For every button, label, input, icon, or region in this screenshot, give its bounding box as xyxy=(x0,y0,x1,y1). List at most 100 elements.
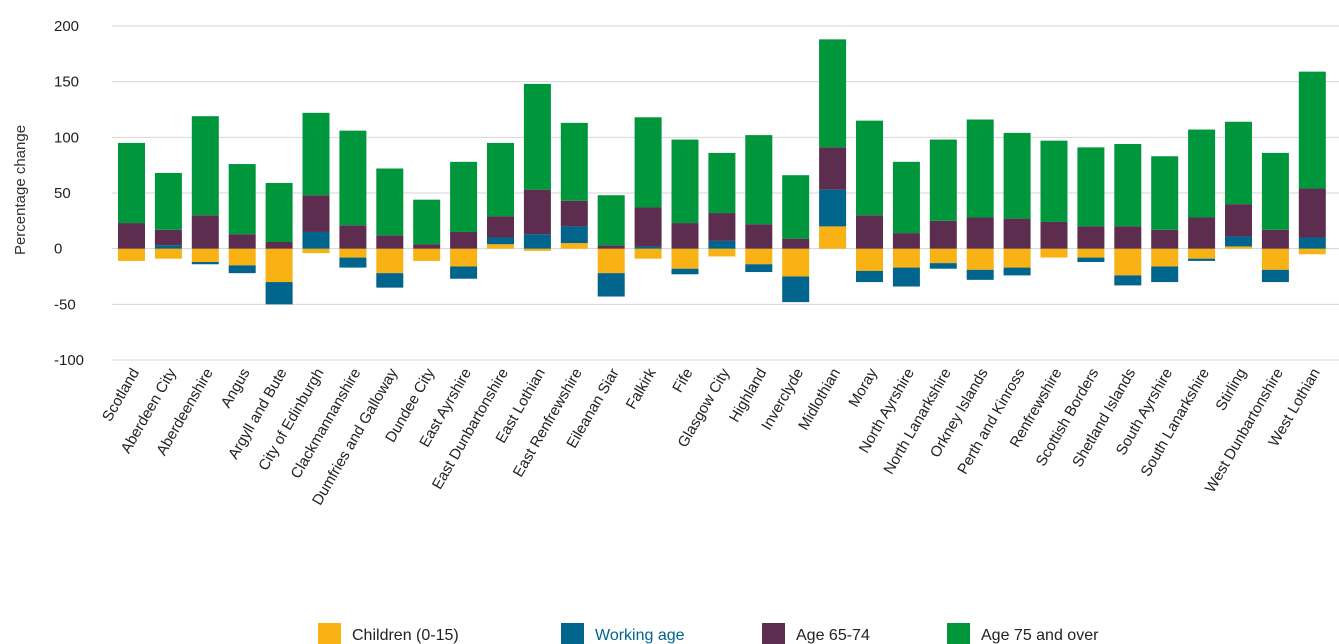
y-tick-label: 100 xyxy=(54,129,79,146)
bar-east-renfrewshire-children-0-15- xyxy=(560,243,588,249)
bar-glasgow-city-children-0-15- xyxy=(708,248,736,257)
bar-eileanan-siar-children-0-15- xyxy=(597,248,625,274)
bar-orkney-islands-children-0-15- xyxy=(966,248,994,270)
bar-dumfries-and-galloway-age-65-74 xyxy=(376,235,404,249)
legend-swatch xyxy=(318,623,341,644)
bar-south-ayrshire-working-age xyxy=(1151,266,1179,283)
x-tick-label: Stirling xyxy=(1212,366,1250,414)
bar-south-ayrshire-children-0-15- xyxy=(1151,248,1179,267)
bar-falkirk-age-75-and-over xyxy=(634,117,662,208)
bar-dundee-city-age-75-and-over xyxy=(413,199,441,245)
bar-highland-age-65-74 xyxy=(745,224,773,249)
bar-shetland-islands-working-age xyxy=(1114,275,1142,286)
bar-clackmannanshire-working-age xyxy=(339,257,367,268)
legend-label: Children (0-15) xyxy=(352,627,459,644)
bar-stirling-working-age xyxy=(1225,236,1252,247)
legend-swatch xyxy=(947,623,970,644)
bar-moray-age-75-and-over xyxy=(856,120,883,216)
bar-aberdeenshire-children-0-15- xyxy=(191,248,219,263)
bar-highland-working-age xyxy=(745,264,773,273)
bar-south-lanarkshire-working-age xyxy=(1188,258,1216,261)
x-tick-label: Angus xyxy=(218,366,254,411)
bar-inverclyde-children-0-15- xyxy=(782,248,810,277)
bar-renfrewshire-age-75-and-over xyxy=(1040,140,1068,222)
bar-falkirk-children-0-15- xyxy=(634,248,662,259)
bar-scotland-age-75-and-over xyxy=(118,142,145,224)
bar-eileanan-siar-age-75-and-over xyxy=(597,195,625,246)
x-tick-label: South Lanarkshire xyxy=(1137,366,1213,480)
bar-orkney-islands-working-age xyxy=(966,269,994,280)
bar-north-ayrshire-age-65-74 xyxy=(892,233,920,249)
bar-east-dunbartonshire-children-0-15- xyxy=(487,244,514,249)
y-tick-label: -50 xyxy=(54,296,76,313)
bar-west-lothian-age-75-and-over xyxy=(1298,71,1326,189)
bar-dumfries-and-galloway-age-75-and-over xyxy=(376,168,404,236)
bar-argyll-and-bute-children-0-15- xyxy=(265,248,293,283)
bar-city-of-edinburgh-age-75-and-over xyxy=(302,112,330,196)
bar-east-lothian-working-age xyxy=(523,234,551,249)
y-tick-label: 0 xyxy=(54,241,62,258)
bar-south-ayrshire-age-75-and-over xyxy=(1151,156,1179,230)
y-tick-label: -100 xyxy=(54,352,84,369)
bar-west-lothian-working-age xyxy=(1298,237,1326,249)
legend: Children (0-15) Working age Age 65-74 Age 7… xyxy=(318,623,1099,644)
bar-dumfries-and-galloway-working-age xyxy=(376,273,404,288)
bar-orkney-islands-age-65-74 xyxy=(966,217,994,249)
bar-east-ayrshire-working-age xyxy=(450,266,478,279)
bar-glasgow-city-age-65-74 xyxy=(708,213,736,241)
bar-north-lanarkshire-working-age xyxy=(929,263,957,269)
bar-north-lanarkshire-age-65-74 xyxy=(929,220,957,249)
bar-south-lanarkshire-children-0-15- xyxy=(1188,248,1216,259)
y-axis-tick-labels: -100 -50 0 50 100 150 200 xyxy=(54,18,84,369)
bar-dundee-city-age-65-74 xyxy=(413,244,441,249)
bar-falkirk-working-age xyxy=(634,246,662,249)
bar-east-ayrshire-age-65-74 xyxy=(450,231,478,249)
bar-perth-and-kinross-children-0-15- xyxy=(1003,248,1031,268)
bar-east-dunbartonshire-working-age xyxy=(487,237,514,245)
legend-label: Working age xyxy=(595,627,685,644)
bar-glasgow-city-working-age xyxy=(708,240,736,249)
bar-angus-working-age xyxy=(228,265,256,274)
bar-west-dunbartonshire-working-age xyxy=(1261,269,1289,283)
bar-aberdeen-city-children-0-15- xyxy=(154,248,182,259)
bar-stirling-age-65-74 xyxy=(1225,204,1252,237)
bar-east-ayrshire-children-0-15- xyxy=(450,248,478,267)
bar-north-ayrshire-children-0-15- xyxy=(892,248,920,268)
bar-inverclyde-age-65-74 xyxy=(782,238,810,249)
bar-midlothian-working-age xyxy=(819,189,847,227)
bar-aberdeen-city-age-75-and-over xyxy=(154,172,182,230)
bar-city-of-edinburgh-age-65-74 xyxy=(302,195,330,232)
legend-label: Age 65-74 xyxy=(796,627,870,644)
bar-glasgow-city-age-75-and-over xyxy=(708,152,736,214)
legend-item: Age 75 and over xyxy=(947,623,1099,644)
bar-south-lanarkshire-age-75-and-over xyxy=(1188,129,1216,218)
bar-highland-age-75-and-over xyxy=(745,135,773,225)
bar-perth-and-kinross-age-75-and-over xyxy=(1003,132,1031,219)
bar-south-lanarkshire-age-65-74 xyxy=(1188,217,1216,249)
bar-perth-and-kinross-age-65-74 xyxy=(1003,218,1031,249)
bar-fife-age-75-and-over xyxy=(671,139,699,224)
legend-item: Working age xyxy=(561,623,685,644)
bar-angus-age-65-74 xyxy=(228,234,256,249)
bar-north-lanarkshire-children-0-15- xyxy=(929,248,957,264)
bar-north-lanarkshire-age-75-and-over xyxy=(929,139,957,221)
bar-aberdeen-city-age-65-74 xyxy=(154,229,182,246)
bar-eileanan-siar-working-age xyxy=(597,273,625,297)
y-axis-label: Percentage change xyxy=(12,125,29,255)
bar-dumfries-and-galloway-children-0-15- xyxy=(376,248,404,274)
legend-item: Age 65-74 xyxy=(762,623,870,644)
bar-aberdeenshire-working-age xyxy=(191,262,219,265)
bar-west-dunbartonshire-age-75-and-over xyxy=(1261,152,1289,230)
bar-clackmannanshire-age-75-and-over xyxy=(339,130,367,226)
bar-west-dunbartonshire-age-65-74 xyxy=(1261,229,1289,249)
bars xyxy=(118,39,1326,305)
bar-inverclyde-age-75-and-over xyxy=(782,175,810,239)
bar-shetland-islands-age-65-74 xyxy=(1114,226,1142,249)
bar-eileanan-siar-age-65-74 xyxy=(597,245,625,249)
bar-aberdeenshire-age-65-74 xyxy=(191,215,219,249)
bar-east-dunbartonshire-age-65-74 xyxy=(487,216,514,238)
bar-renfrewshire-children-0-15- xyxy=(1040,248,1068,258)
legend-item: Children (0-15) xyxy=(318,623,459,644)
